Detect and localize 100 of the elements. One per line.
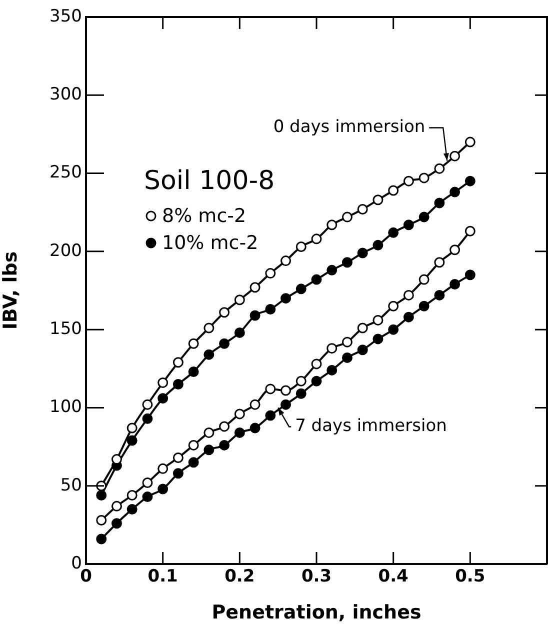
point	[188, 366, 199, 378]
point	[142, 413, 153, 424]
point	[311, 376, 322, 386]
point	[234, 427, 245, 438]
point	[172, 452, 184, 463]
x-axis-title: Penetration, inches	[212, 602, 422, 624]
point	[357, 344, 368, 356]
point	[296, 241, 306, 252]
point	[204, 427, 214, 438]
point	[434, 198, 445, 208]
point	[311, 234, 322, 244]
legend-label: 8% mc-2	[162, 204, 246, 227]
point	[265, 384, 276, 394]
point	[250, 282, 260, 293]
point	[265, 410, 276, 421]
point	[188, 440, 199, 450]
point	[418, 212, 430, 222]
point	[126, 504, 138, 515]
point	[342, 336, 352, 348]
point	[280, 256, 292, 266]
point	[280, 385, 292, 396]
point	[418, 274, 430, 285]
point	[96, 534, 107, 544]
y-tick-label: 100	[50, 397, 82, 418]
point	[250, 399, 260, 410]
point	[434, 163, 445, 174]
point	[250, 310, 260, 321]
annotation: 0 days immersion	[273, 117, 426, 138]
point	[388, 300, 399, 312]
point	[342, 352, 352, 363]
point	[172, 379, 184, 390]
point	[434, 257, 445, 268]
point	[311, 358, 322, 370]
point	[158, 484, 168, 494]
point	[188, 457, 199, 468]
point	[158, 393, 168, 404]
point	[450, 186, 460, 198]
point	[372, 194, 384, 206]
point	[418, 300, 430, 312]
y-tick-label: 150	[50, 318, 82, 339]
point	[464, 270, 476, 280]
point	[418, 172, 430, 184]
point	[219, 338, 230, 349]
point	[388, 227, 399, 238]
point	[126, 422, 138, 434]
point	[357, 204, 368, 214]
point	[188, 338, 199, 349]
point	[172, 357, 184, 368]
point	[280, 399, 292, 410]
point	[403, 220, 414, 230]
point	[204, 349, 214, 360]
point	[265, 268, 276, 279]
point	[342, 257, 352, 268]
point	[111, 518, 122, 529]
point	[372, 240, 384, 250]
point	[219, 421, 230, 432]
legend-label: 10% mc-2	[162, 232, 258, 254]
point	[357, 248, 368, 258]
point	[342, 212, 352, 222]
point	[111, 500, 122, 512]
point	[96, 514, 107, 526]
point	[326, 220, 338, 230]
y-tick-label: 200	[50, 240, 82, 261]
point	[388, 185, 399, 196]
point	[434, 290, 445, 300]
point	[234, 294, 245, 306]
point	[450, 150, 460, 162]
annotation: 7 days immersion	[295, 416, 447, 436]
x-tick-label: 0.4	[378, 566, 409, 587]
point	[326, 364, 338, 376]
point	[219, 440, 230, 450]
point	[296, 284, 306, 294]
point	[403, 312, 414, 322]
point	[142, 399, 153, 410]
point	[172, 468, 184, 479]
point	[464, 226, 476, 236]
y-tick-label: 50	[60, 475, 82, 496]
point	[464, 136, 476, 148]
point	[142, 492, 153, 502]
point	[142, 477, 153, 488]
point	[403, 290, 414, 300]
x-tick-label: 0.5	[455, 566, 486, 587]
point	[450, 244, 460, 256]
point	[158, 377, 168, 388]
point	[265, 304, 276, 315]
y-axis-title: IBV, lbs	[0, 251, 22, 330]
point	[158, 463, 168, 474]
point	[464, 176, 476, 186]
point	[96, 490, 107, 500]
point	[204, 444, 214, 456]
y-tick-label: 350	[50, 6, 82, 26]
y-tick-label: 300	[50, 84, 82, 105]
x-tick-label: 0.3	[301, 566, 332, 587]
point	[372, 314, 384, 326]
legend-title: Soil 100-8	[144, 166, 275, 196]
point	[296, 388, 306, 399]
y-tick-label: 250	[50, 162, 82, 183]
point	[280, 293, 292, 304]
point	[234, 408, 245, 420]
point	[326, 264, 338, 276]
